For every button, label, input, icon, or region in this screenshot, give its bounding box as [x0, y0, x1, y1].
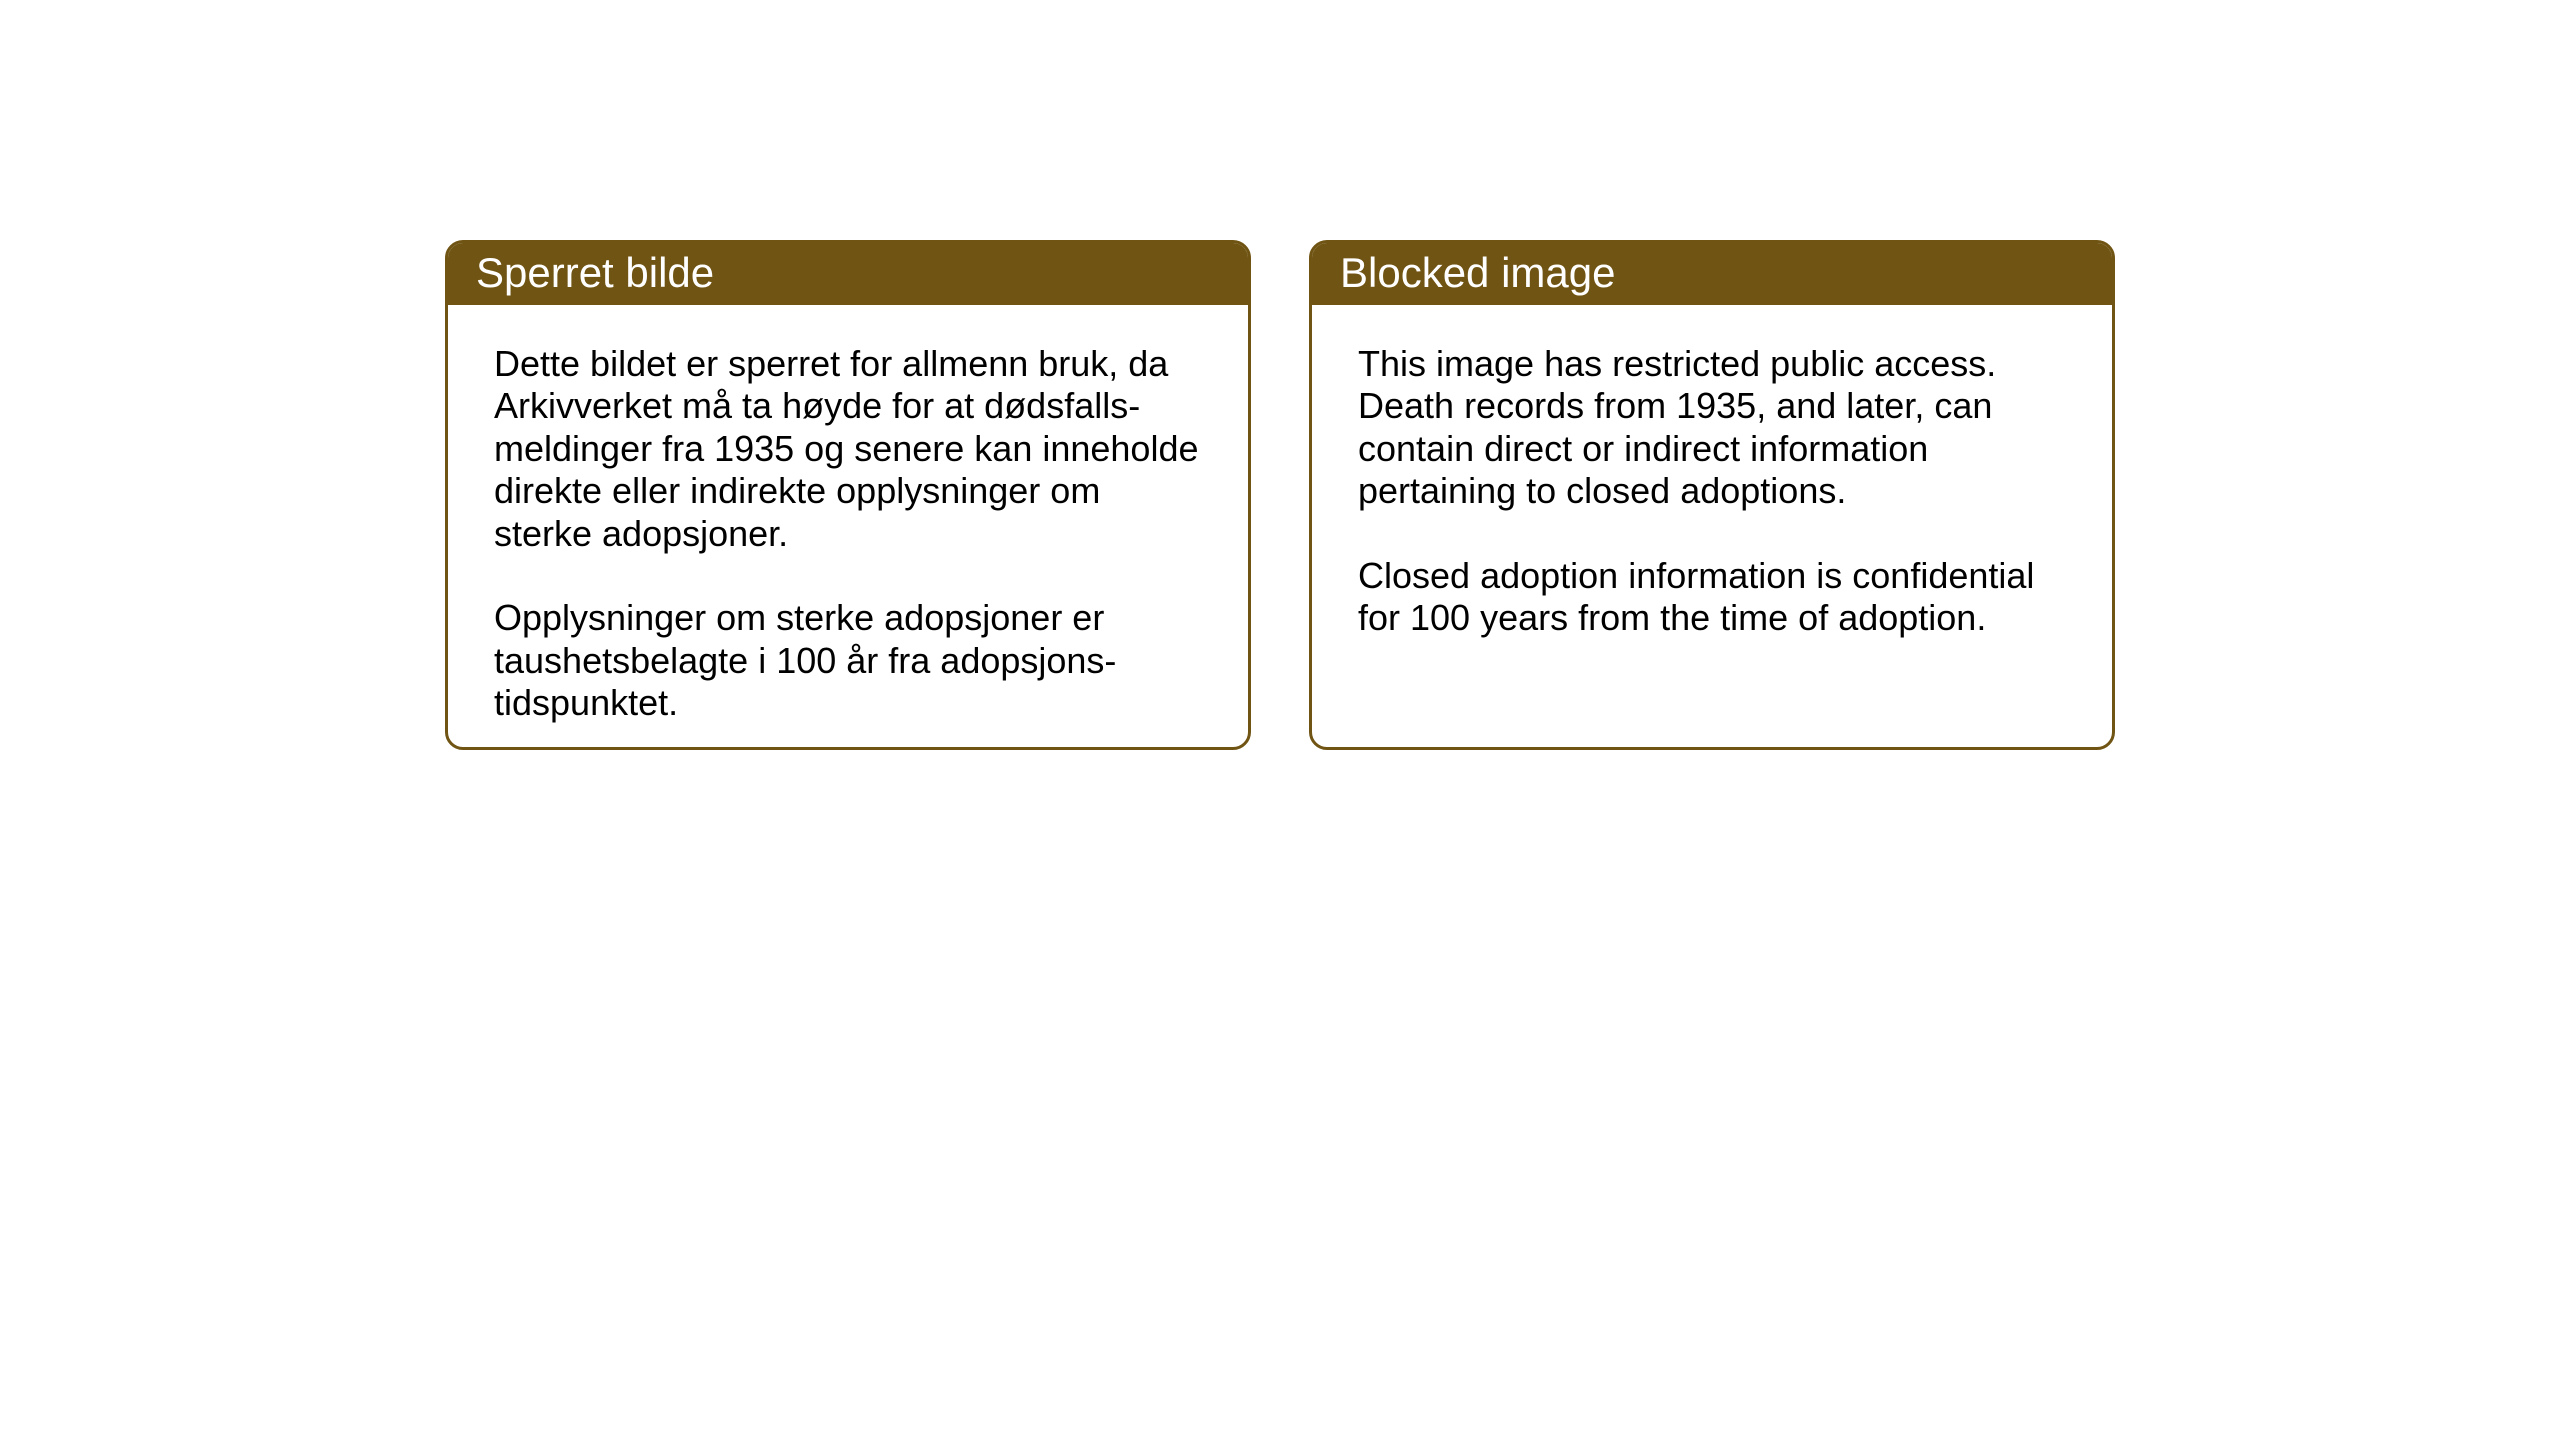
blocked-image-card-english: Blocked image This image has restricted … [1309, 240, 2115, 750]
card-title: Sperret bilde [476, 249, 714, 297]
card-header: Blocked image [1312, 243, 2112, 305]
blocked-image-card-norwegian: Sperret bilde Dette bildet er sperret fo… [445, 240, 1251, 750]
cards-container: Sperret bilde Dette bildet er sperret fo… [445, 240, 2115, 750]
card-title: Blocked image [1340, 249, 1615, 297]
card-paragraph: Dette bildet er sperret for allmenn bruk… [494, 343, 1202, 555]
card-header: Sperret bilde [448, 243, 1248, 305]
card-body: Dette bildet er sperret for allmenn bruk… [448, 305, 1248, 750]
card-paragraph: Opplysninger om sterke adopsjoner er tau… [494, 597, 1202, 724]
card-paragraph: This image has restricted public access.… [1358, 343, 2066, 513]
card-paragraph: Closed adoption information is confident… [1358, 555, 2066, 640]
card-body: This image has restricted public access.… [1312, 305, 2112, 672]
